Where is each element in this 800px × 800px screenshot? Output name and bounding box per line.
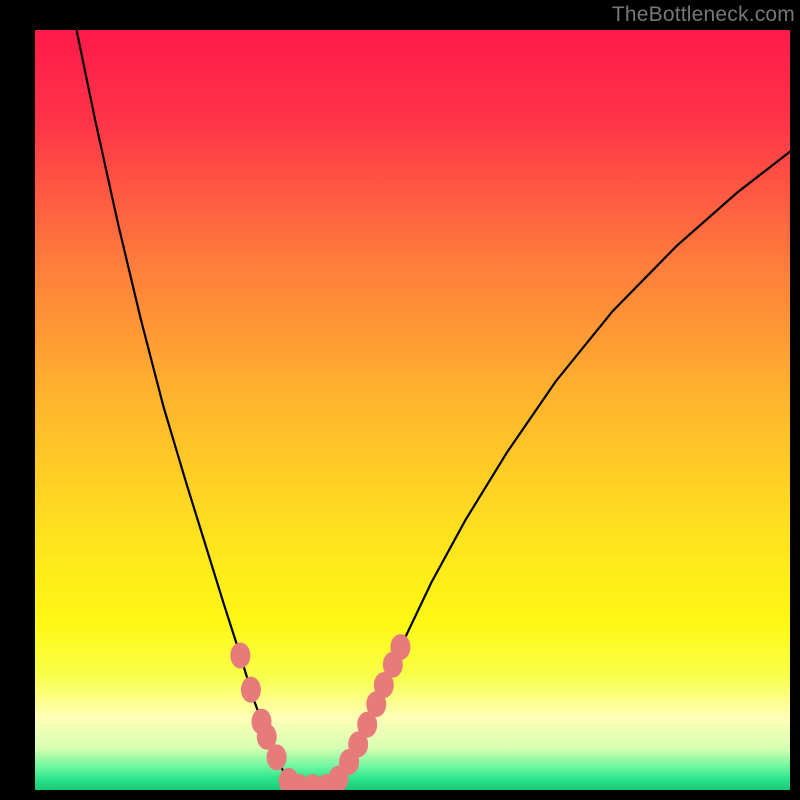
watermark-label: TheBottleneck.com xyxy=(612,3,795,26)
frame-left xyxy=(0,0,35,800)
frame-right xyxy=(790,0,800,800)
frame-bottom xyxy=(0,790,800,800)
chart-svg xyxy=(0,0,800,800)
marker-bead xyxy=(390,634,410,660)
watermark-text: TheBottleneck.com xyxy=(612,3,795,27)
marker-bead xyxy=(230,642,250,668)
gradient-background xyxy=(35,30,790,790)
marker-bead xyxy=(241,677,261,703)
marker-bead xyxy=(267,744,287,770)
